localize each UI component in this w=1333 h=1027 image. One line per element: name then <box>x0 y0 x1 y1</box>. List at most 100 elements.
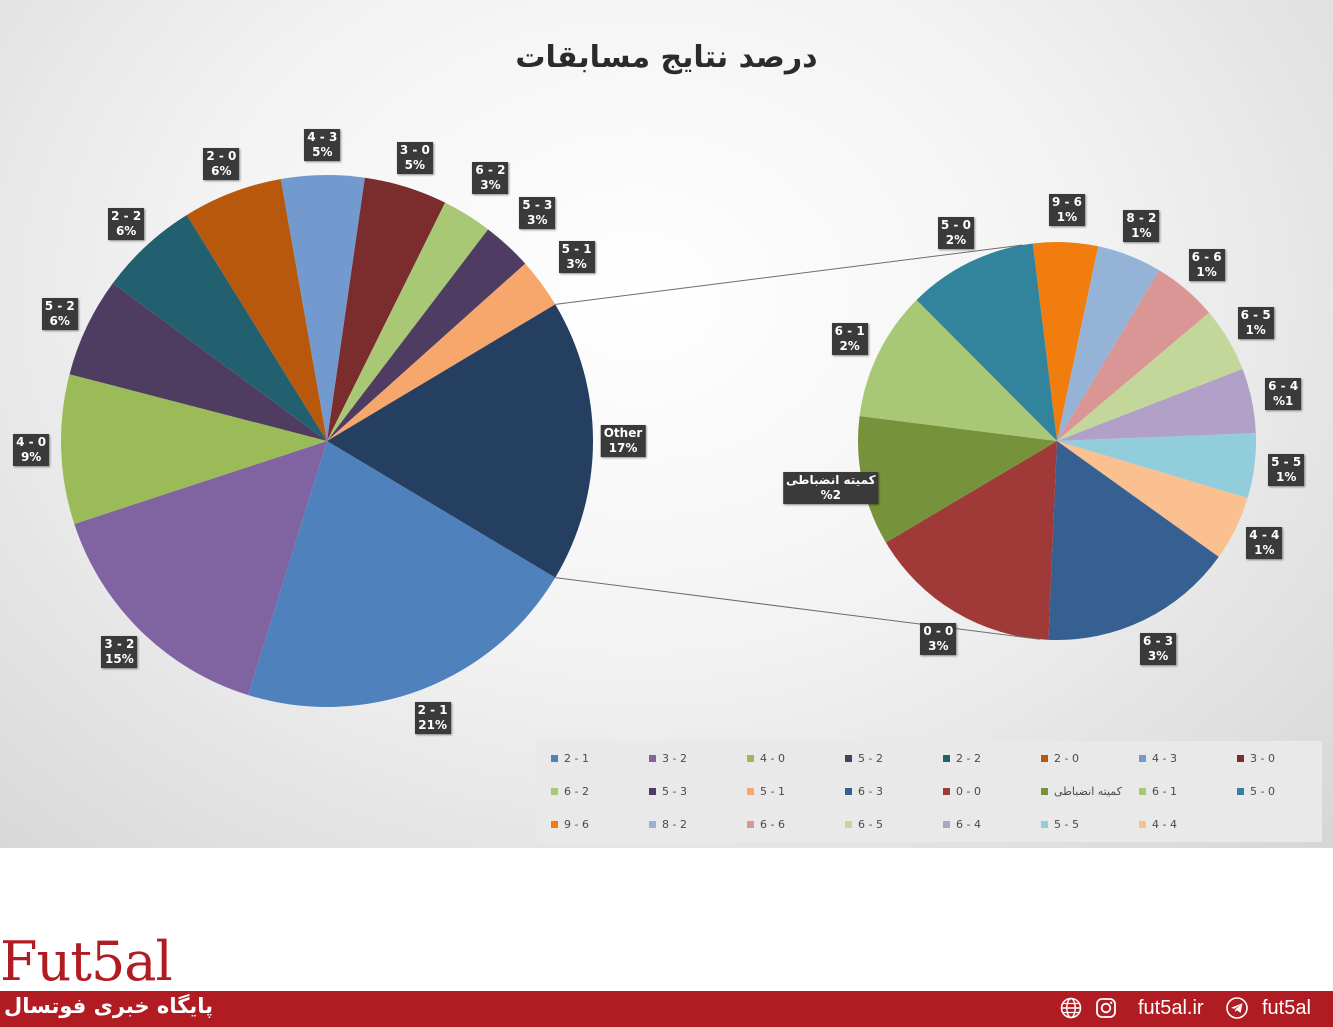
main-pie-slice <box>327 202 489 441</box>
secondary-pie-data-label: 5 - 5 1% <box>1268 453 1305 486</box>
legend-label: 5 - 3 <box>662 785 687 798</box>
main-pie-slice <box>248 441 556 707</box>
main-pie-data-label: 2 - 2 6% <box>108 207 145 240</box>
main-pie-slice <box>327 177 446 441</box>
chart-area: درصد نتایج مسابقات 2 - 1 21% 3 - 2 15% 4 - 0… <box>0 0 1333 848</box>
secondary-pie-slice <box>916 243 1057 441</box>
website-link[interactable]: fut5al.ir <box>1138 997 1204 1019</box>
legend-item: 6 - 3 <box>845 785 883 798</box>
legend-item: 5 - 3 <box>649 785 687 798</box>
legend-item: 4 - 3 <box>1139 752 1177 765</box>
legend-item: 4 - 0 <box>747 752 785 765</box>
legend-label: 4 - 0 <box>760 752 785 765</box>
legend-swatch <box>747 821 754 828</box>
legend-swatch <box>551 821 558 828</box>
legend-label: 6 - 1 <box>1152 785 1177 798</box>
legend-swatch <box>943 755 950 762</box>
legend-swatch <box>649 788 656 795</box>
instagram-icon[interactable] <box>1095 997 1117 1019</box>
main-pie-data-label: 2 - 1 21% <box>414 701 451 734</box>
secondary-pie-slice <box>1048 441 1219 641</box>
legend-swatch <box>1237 755 1244 762</box>
legend-swatch <box>551 788 558 795</box>
footer-tagline: پایگاه خبری فوتسال <box>4 994 214 1018</box>
legend-swatch <box>551 755 558 762</box>
legend-item: 3 - 0 <box>1237 752 1275 765</box>
legend-label: 9 - 6 <box>564 818 589 831</box>
legend-item: 5 - 1 <box>747 785 785 798</box>
secondary-pie-data-label: 6 - 5 1% <box>1237 307 1274 340</box>
legend-swatch <box>1139 755 1146 762</box>
secondary-pie-slice <box>1057 246 1160 441</box>
legend-swatch <box>845 821 852 828</box>
legend-label: 2 - 2 <box>956 752 981 765</box>
main-pie-slice <box>327 263 556 441</box>
secondary-pie-slice <box>1032 242 1099 441</box>
secondary-pie-slice <box>1057 270 1210 441</box>
legend-label: 4 - 3 <box>1152 752 1177 765</box>
legend-item: کمیته انضباطی <box>1041 785 1122 798</box>
telegram-handle[interactable]: fut5al <box>1262 997 1311 1019</box>
connector-line <box>555 244 1023 305</box>
legend-item: 2 - 2 <box>943 752 981 765</box>
main-pie-slice <box>112 214 327 441</box>
main-pie-data-label: 5 - 2 6% <box>41 297 78 330</box>
legend-swatch <box>1041 755 1048 762</box>
main-pie-data-label: 6 - 2 3% <box>472 161 509 194</box>
legend-item: 8 - 2 <box>649 818 687 831</box>
legend-label: 8 - 2 <box>662 818 687 831</box>
legend-label: 3 - 0 <box>1250 752 1275 765</box>
legend-label: 6 - 3 <box>858 785 883 798</box>
main-pie-data-label: 4 - 0 9% <box>13 434 50 467</box>
legend-swatch <box>1139 821 1146 828</box>
connector-line <box>555 577 1040 640</box>
legend-swatch <box>1041 821 1048 828</box>
secondary-pie-slice <box>1057 433 1256 499</box>
main-pie-data-label: 2 - 0 6% <box>203 148 240 181</box>
secondary-pie-data-label: کمیته انضباطی %2 <box>783 471 879 504</box>
legend-item: 0 - 0 <box>943 785 981 798</box>
legend-swatch <box>649 821 656 828</box>
main-pie-data-label: 4 - 3 5% <box>304 129 341 162</box>
main-pie-slice <box>74 441 327 696</box>
fut5al-logo: Fut5al <box>0 930 173 993</box>
chart-legend: 2 - 1 3 - 2 4 - 0 5 - 2 2 - 2 2 - 0 4 - 3 3 - 0… <box>537 741 1322 842</box>
telegram-icon[interactable] <box>1226 997 1248 1019</box>
legend-label: 3 - 2 <box>662 752 687 765</box>
legend-label: 5 - 1 <box>760 785 785 798</box>
legend-item: 6 - 6 <box>747 818 785 831</box>
legend-label: 6 - 6 <box>760 818 785 831</box>
globe-icon[interactable] <box>1060 997 1082 1019</box>
legend-swatch <box>845 755 852 762</box>
secondary-pie-data-label: 6 - 3 3% <box>1140 632 1177 665</box>
secondary-pie-slice <box>858 416 1057 543</box>
legend-swatch <box>943 788 950 795</box>
legend-item: 5 - 2 <box>845 752 883 765</box>
main-pie-slice <box>69 283 328 441</box>
secondary-pie-slice <box>859 300 1057 441</box>
main-pie-slice <box>60 374 327 525</box>
logo-text: Fut5al <box>0 930 173 993</box>
secondary-pie-slice <box>1057 369 1256 441</box>
secondary-pie-data-label: 6 - 1 2% <box>831 323 868 356</box>
legend-label: کمیته انضباطی <box>1054 785 1122 798</box>
secondary-pie-data-label: 9 - 6 1% <box>1048 194 1085 227</box>
legend-swatch <box>747 788 754 795</box>
secondary-pie-slice <box>885 441 1057 640</box>
secondary-pie-slice <box>1057 312 1243 441</box>
legend-item: 2 - 1 <box>551 752 589 765</box>
secondary-pie-data-label: 4 - 4 1% <box>1246 526 1283 559</box>
legend-label: 6 - 4 <box>956 818 981 831</box>
pie-of-pie-chart <box>60 175 1256 707</box>
legend-swatch <box>1237 788 1244 795</box>
legend-label: 5 - 2 <box>858 752 883 765</box>
legend-item: 2 - 0 <box>1041 752 1079 765</box>
legend-item: 9 - 6 <box>551 818 589 831</box>
footer-bar: پایگاه خبری فوتسال fut5al.ir fut5al <box>0 991 1333 1027</box>
legend-swatch <box>1139 788 1146 795</box>
main-pie-data-label: 3 - 2 15% <box>101 635 138 668</box>
main-pie-slice <box>186 179 327 441</box>
legend-label: 2 - 0 <box>1054 752 1079 765</box>
secondary-pie-data-label: 6 - 4 %1 <box>1265 378 1302 410</box>
legend-item: 4 - 4 <box>1139 818 1177 831</box>
